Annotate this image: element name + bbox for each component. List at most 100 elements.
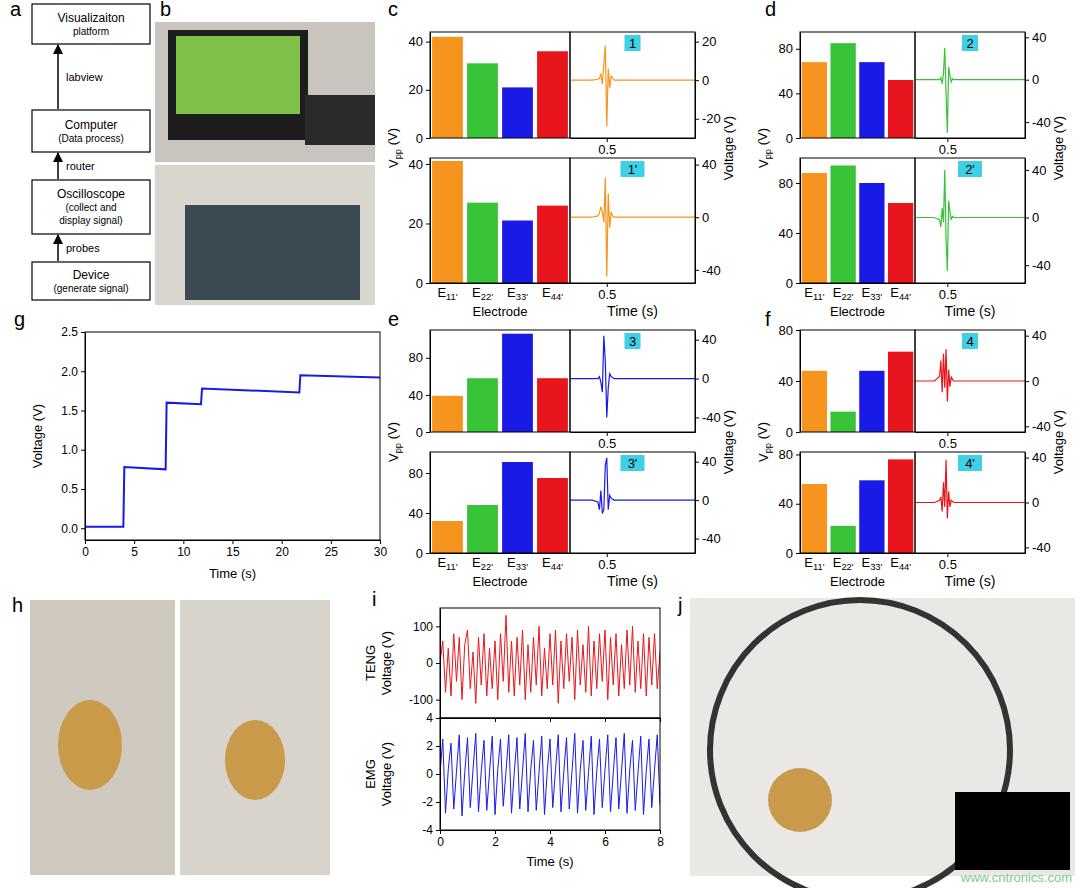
title: 1 [629, 36, 636, 51]
tick: 0 [82, 540, 89, 559]
tick: 40 [695, 157, 716, 172]
tick-label: 20 [702, 34, 716, 49]
tick-label: 0 [416, 131, 423, 146]
tick-mark [695, 217, 699, 218]
tick-mark [81, 450, 85, 451]
tick: -40 [695, 410, 721, 425]
tick-mark [426, 473, 430, 474]
tick-label: 2 [492, 835, 499, 849]
bar [537, 206, 568, 283]
flow-diagram: VisualizaitonplatformComputer(Data proce… [32, 4, 150, 300]
line [915, 170, 1025, 271]
tick-mark [495, 718, 496, 722]
tick-mark [1025, 381, 1029, 382]
tick-mark [1025, 426, 1029, 427]
bar [802, 371, 827, 432]
axis: -1000100 [409, 609, 441, 719]
panel-label: i [372, 588, 376, 610]
tick: -2 [422, 795, 440, 809]
tick-mark [495, 830, 496, 834]
axis: 04080 [779, 323, 801, 440]
tick-mark [695, 165, 699, 166]
tick-label: 15 [226, 545, 240, 559]
tick-mark [1025, 80, 1029, 81]
axis-line [431, 283, 571, 284]
axis-line [695, 453, 696, 554]
tick-label: 0.5 [598, 142, 616, 157]
tick-label: -40 [1032, 115, 1051, 130]
bar [802, 62, 827, 138]
tick: 30 [374, 540, 388, 559]
line [570, 336, 695, 418]
tick-mark [426, 553, 430, 554]
title: 3 [629, 334, 636, 349]
tick [605, 718, 606, 722]
tick-mark [695, 539, 699, 540]
tick-label: 80 [409, 466, 423, 481]
axis-title: Voltage (V) [1051, 410, 1066, 474]
tick-label: -20 [702, 111, 721, 126]
axis: E11'E22'E33'E44' [431, 284, 571, 303]
tick: E11' [437, 285, 457, 302]
tick-mark [183, 540, 184, 544]
bar [888, 80, 913, 138]
axis-line [801, 553, 916, 554]
tick-label: 40 [779, 226, 793, 241]
title-background [962, 35, 978, 51]
tick-mark [796, 504, 800, 505]
title: 2 [966, 36, 973, 51]
axis: -40040 [695, 157, 721, 283]
tick-label: -40 [702, 410, 721, 425]
axis: 0.5 [916, 553, 1026, 572]
tick: 4 [547, 830, 554, 849]
title-background [962, 333, 978, 349]
tick-label: 40 [779, 374, 793, 389]
panel-label: e [388, 308, 399, 330]
tick-mark [695, 119, 699, 120]
axis-line [440, 609, 441, 719]
tick: 20 [695, 34, 716, 49]
tick: E22' [472, 555, 493, 572]
axis-line [571, 553, 696, 554]
axis-title: Time (s) [526, 854, 573, 869]
axis-title: TENG [363, 645, 378, 681]
tick: 80 [409, 350, 430, 365]
axis: 0.5 [571, 553, 696, 572]
tick-label: 0 [786, 546, 793, 561]
title-box: 1' [621, 161, 645, 177]
tick-mark [426, 513, 430, 514]
bars [432, 161, 568, 283]
tick-label: E11' [804, 285, 824, 302]
line [440, 733, 660, 816]
axis-line [916, 432, 1026, 433]
tick-label: 0 [426, 767, 433, 781]
tick-label: 80 [779, 176, 793, 191]
tick: E22' [833, 285, 854, 302]
tick-label: 0 [437, 835, 444, 849]
tick-mark [426, 164, 430, 165]
tick-label: 40 [702, 454, 716, 469]
node-box [32, 4, 150, 44]
tick: E22' [833, 555, 854, 572]
tick: 20 [409, 82, 430, 97]
tick-mark [426, 90, 430, 91]
bars [802, 459, 914, 553]
lines [570, 458, 695, 514]
tick-label: 80 [779, 41, 793, 56]
axis: -40040 [695, 453, 721, 554]
panel-label: c [388, 0, 398, 20]
tick-mark [440, 830, 441, 834]
node-label: platform [73, 26, 109, 37]
node-label: Device [73, 268, 110, 282]
tick-label: 20 [409, 216, 423, 231]
photo-detail [305, 95, 375, 145]
tick-mark [1025, 37, 1029, 38]
plot-frame [430, 158, 570, 283]
axis: 04080 [409, 453, 431, 561]
tick-label: 0.5 [598, 287, 616, 302]
tick-label: 40 [409, 34, 423, 49]
tick: 0 [426, 767, 440, 781]
tick: 1.5 [61, 404, 85, 418]
tick: -40 [1025, 419, 1051, 434]
tick-label: 0 [702, 493, 709, 508]
